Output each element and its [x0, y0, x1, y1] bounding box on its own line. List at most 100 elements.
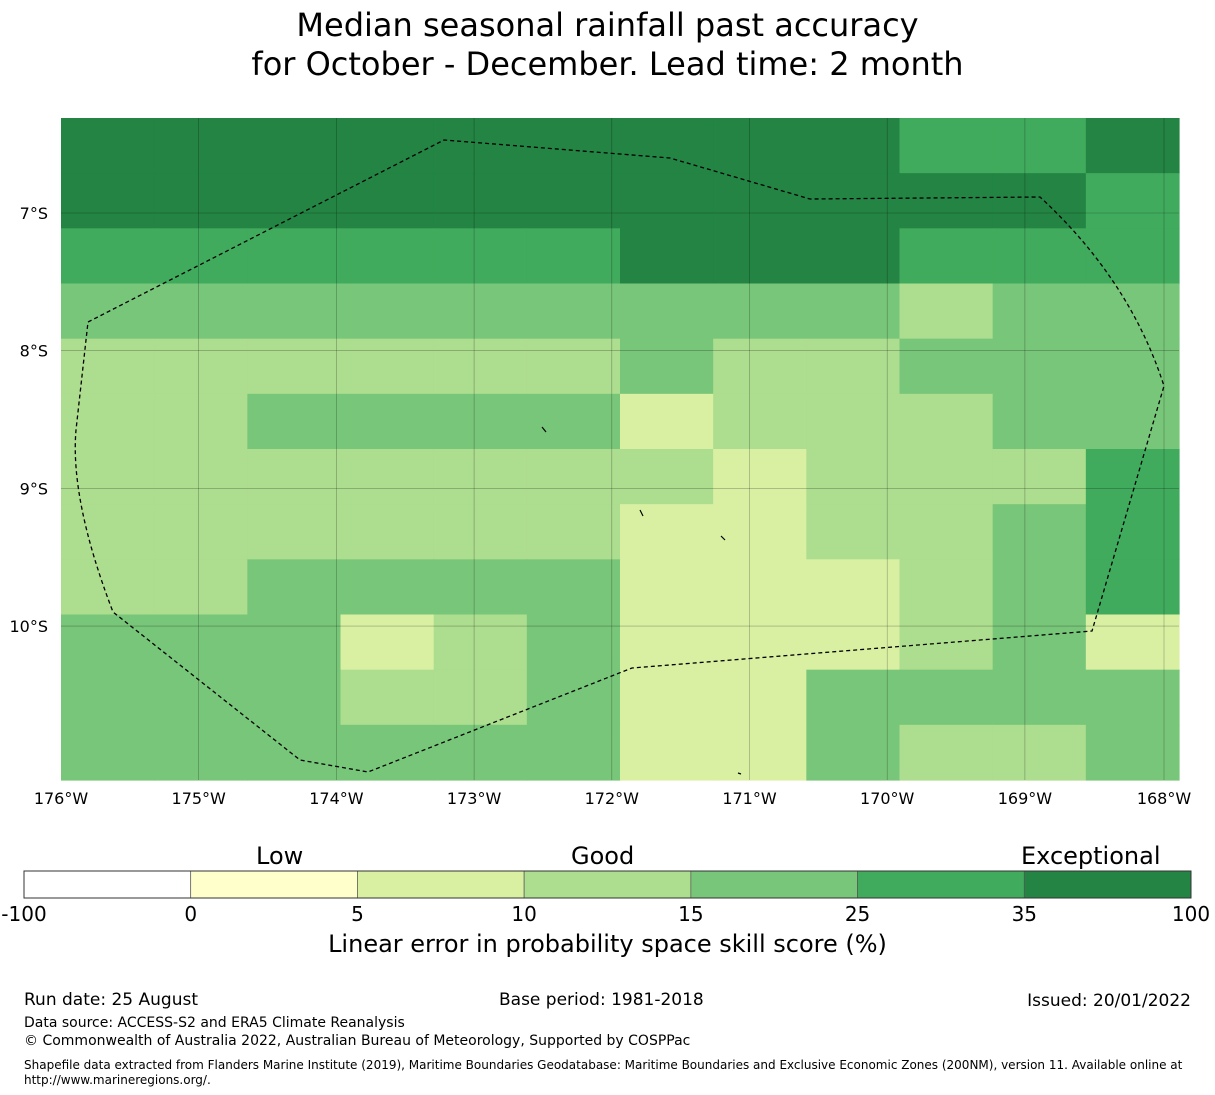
grid-cell — [154, 504, 248, 560]
colorbar-tick-label: 0 — [184, 902, 197, 926]
lon-tick-label: 168°W — [1137, 789, 1192, 808]
grid-cell — [992, 449, 1087, 505]
grid-cell — [526, 504, 621, 560]
grid-cell — [620, 724, 714, 781]
grid-cell — [340, 173, 435, 229]
grid-cell — [154, 393, 248, 450]
grid-cell — [806, 504, 901, 560]
grid-cell — [620, 228, 714, 285]
grid-cell — [247, 614, 342, 671]
lat-tick-label: 9°S — [20, 479, 48, 498]
base-period: Base period: 1981-2018 — [499, 990, 704, 1010]
issued-date: Issued: 20/01/2022 — [1027, 991, 1191, 1011]
grid-cell — [1085, 669, 1180, 726]
grid-cell — [899, 283, 994, 340]
colorbar-segment — [23, 870, 192, 899]
grid-cell — [992, 283, 1087, 340]
run-date: Run date: 25 August — [24, 990, 198, 1010]
legend-title: Linear error in probability space skill … — [328, 930, 887, 958]
grid-cell — [433, 669, 528, 726]
grid-cell — [992, 504, 1087, 560]
grid-cell — [61, 559, 155, 616]
grid-cell — [1085, 338, 1180, 395]
grid-cell — [154, 173, 248, 229]
colorbar-tick-label: 5 — [351, 902, 364, 926]
grid-cell — [154, 559, 248, 616]
grid-cell — [992, 338, 1087, 395]
lat-tick-label: 7°S — [20, 204, 48, 223]
grid-cell — [247, 559, 342, 616]
grid-cell — [61, 449, 155, 505]
lon-tick-label: 174°W — [309, 789, 364, 808]
colorbar-tick-label: 25 — [845, 902, 870, 926]
grid-cell — [992, 393, 1087, 450]
grid-cell — [899, 173, 994, 229]
legend-category-low: Low — [256, 842, 304, 870]
grid-cell — [247, 228, 342, 285]
colorbar-segment — [1023, 870, 1192, 899]
grid-cell — [899, 559, 994, 616]
grid-cell — [899, 393, 994, 450]
grid-cell — [247, 118, 342, 174]
colorbar-tick-labels: -100 0 5 10 15 25 35 100 — [1, 902, 1210, 926]
grid-cell — [154, 449, 248, 505]
data-source: Data source: ACCESS-S2 and ERA5 Climate … — [24, 1015, 405, 1031]
grid-cell — [1085, 504, 1180, 560]
map-gridlines — [61, 118, 1179, 780]
grid-cell — [154, 338, 248, 395]
grid-cell — [806, 228, 901, 285]
lon-labels: 176°W 175°W 174°W 173°W 172°W 171°W 170°W 169°W… — [34, 789, 1192, 808]
grid-cell — [806, 559, 901, 616]
grid-cell — [526, 614, 621, 671]
grid-cell — [899, 724, 994, 781]
grid-cell — [61, 228, 155, 285]
grid-cell — [899, 338, 994, 395]
grid-cell — [992, 118, 1087, 174]
eez-boundary — [74, 139, 1165, 773]
grid-cell — [433, 338, 528, 395]
grid-cell — [1085, 228, 1180, 285]
map-title-line-2: for October - December. Lead time: 2 mon… — [251, 45, 964, 83]
grid-cell — [992, 614, 1087, 671]
grid-cell — [526, 393, 621, 450]
grid-cell — [713, 724, 807, 781]
lat-tick-label: 8°S — [20, 342, 48, 361]
grid-cell — [340, 228, 435, 285]
grid-cell — [247, 283, 342, 340]
grid-cell — [1085, 449, 1180, 505]
grid-cell — [340, 449, 435, 505]
grid-cell — [340, 118, 435, 174]
grid-cell — [154, 283, 248, 340]
grid-cell — [713, 118, 807, 174]
grid-cell — [154, 118, 248, 174]
eez-boundary-line — [74, 139, 1165, 773]
grid-cell — [713, 559, 807, 616]
grid-cell — [620, 283, 714, 340]
grid-cell — [340, 724, 435, 781]
grid-cell — [526, 228, 621, 285]
grid-cell — [806, 614, 901, 671]
grid-cell — [1085, 614, 1180, 671]
lon-tick-label: 171°W — [722, 789, 777, 808]
grid-cell — [154, 669, 248, 726]
grid-cell — [433, 449, 528, 505]
grid-cell — [713, 283, 807, 340]
grid-cell — [433, 724, 528, 781]
grid-cell — [61, 173, 155, 229]
colorbar-segment — [190, 870, 358, 899]
grid-cell — [247, 724, 342, 781]
grid-cell — [899, 228, 994, 285]
grid-cell — [526, 449, 621, 505]
grid-cell — [247, 393, 342, 450]
grid-cell — [620, 504, 714, 560]
grid-cell — [340, 669, 435, 726]
grid-cell — [713, 449, 807, 505]
grid-cell — [247, 669, 342, 726]
grid-cell — [806, 393, 901, 450]
grid-cell — [713, 669, 807, 726]
grid-cell — [713, 228, 807, 285]
grid-cell — [433, 559, 528, 616]
grid-cell — [61, 393, 155, 450]
grid-cell — [61, 724, 155, 781]
